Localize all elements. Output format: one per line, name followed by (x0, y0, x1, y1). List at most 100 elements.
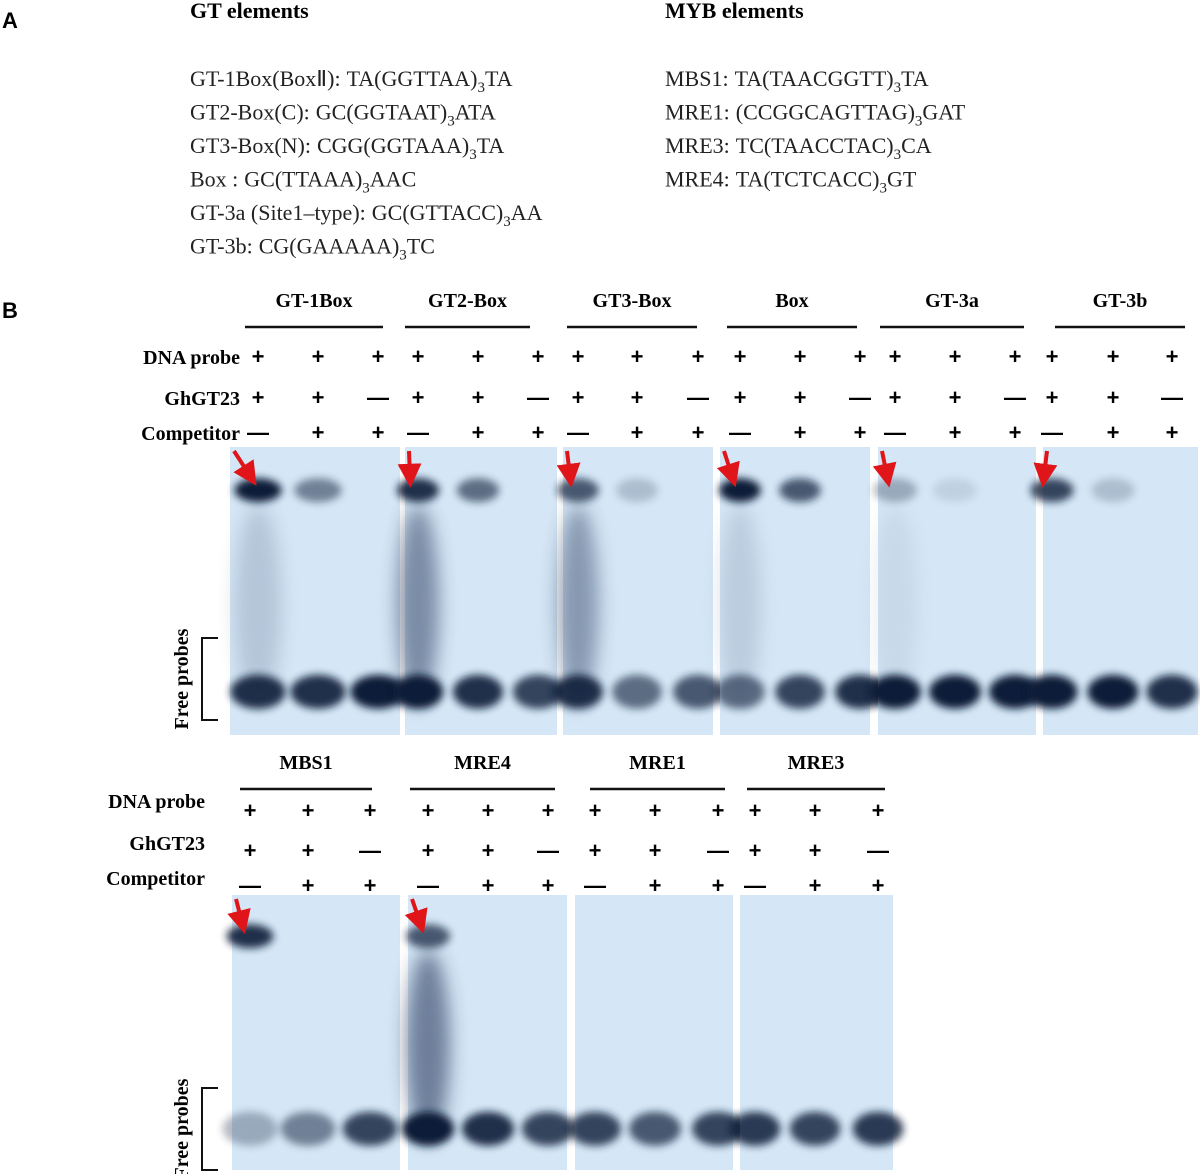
sign: + (572, 385, 585, 410)
smear (405, 950, 451, 1143)
free-band (401, 1111, 455, 1146)
free-band (835, 674, 885, 709)
element-count: 3 (879, 181, 887, 197)
element-tail: GAT (922, 100, 965, 125)
free-band (929, 674, 981, 709)
sign: + (794, 385, 807, 410)
sign: + (889, 344, 902, 369)
element-name: GT-1Box(BoxⅡ): (190, 66, 341, 91)
sign: + (854, 344, 867, 369)
sign: + (712, 873, 725, 898)
row-label: Competitor (106, 868, 205, 890)
element-count: 3 (399, 248, 407, 264)
arrow (397, 450, 422, 488)
sign: + (631, 344, 644, 369)
element-name: MRE1: (665, 100, 730, 125)
element-tail: TA (901, 66, 929, 91)
element-count: 3 (477, 80, 485, 96)
sign: + (809, 798, 822, 823)
sign: + (949, 420, 962, 445)
shift-band (396, 478, 440, 503)
element-motif: TA(TCTCACC) (736, 167, 880, 192)
element-name: MBS1: (665, 66, 729, 91)
arrow (556, 450, 581, 488)
element-line: MRE3: TC(TAACCTAC)3CA (665, 133, 932, 163)
sign: + (1107, 420, 1120, 445)
free-band (290, 674, 346, 709)
free-band (280, 1111, 336, 1146)
shift-band (933, 478, 977, 503)
sign: — (417, 873, 439, 898)
sign: — (707, 838, 729, 863)
element-motif: TA(TAACGGTT) (735, 66, 894, 91)
shift-band (779, 478, 821, 503)
arrow (404, 898, 428, 934)
element-motif: CG(GAAAAA) (259, 234, 400, 259)
element-tail: AA (511, 200, 543, 225)
arrow (232, 449, 257, 486)
sign: + (649, 838, 662, 863)
element-name: GT-3b: (190, 234, 253, 259)
sign: + (794, 344, 807, 369)
sign: + (372, 344, 385, 369)
sign: — (744, 873, 766, 898)
sign: + (244, 798, 257, 823)
element-tail: ATA (455, 100, 496, 125)
shift-band (234, 478, 282, 503)
gel-title: MRE1 (629, 752, 686, 774)
gel-image (230, 447, 406, 735)
sign: + (364, 873, 377, 898)
element-line: MRE1: (CCGGCAGTTAG)3GAT (665, 100, 966, 130)
shift-band (616, 478, 658, 503)
element-motif: GC(TTAAA) (244, 167, 362, 192)
sign: + (312, 385, 325, 410)
free-band (612, 674, 662, 709)
row-label: DNA probe (143, 347, 240, 369)
sign: + (1046, 385, 1059, 410)
free-band (222, 1111, 278, 1146)
sign: + (809, 873, 822, 898)
smear (234, 504, 282, 707)
element-name: Box : (190, 167, 238, 192)
element-motif: (CCGGCAGTTAG) (736, 100, 915, 125)
free-probes-label: Free probes (171, 1078, 193, 1174)
row-label: Competitor (141, 423, 240, 445)
sign: + (692, 344, 705, 369)
element-line: Box : GC(TTAAA)3AAC (190, 167, 416, 197)
smear (557, 504, 599, 707)
sign: + (949, 344, 962, 369)
element-motif: CGG(GGTAAA) (317, 133, 469, 158)
sign: + (372, 420, 385, 445)
sign: — (867, 838, 889, 863)
gel-image (553, 447, 723, 735)
element-tail: AAC (370, 167, 416, 192)
sign: + (692, 420, 705, 445)
free-band (692, 1111, 744, 1146)
element-name: GT3-Box(N): (190, 133, 311, 158)
free-band (1087, 674, 1139, 709)
sign: + (649, 798, 662, 823)
sign: + (472, 420, 485, 445)
sign: + (872, 798, 885, 823)
gel-image (569, 895, 744, 1170)
smear (396, 504, 440, 707)
sign: + (482, 838, 495, 863)
free-band (729, 1111, 781, 1146)
gel-image (1026, 447, 1198, 735)
sign: + (589, 798, 602, 823)
sign: + (542, 873, 555, 898)
sign: + (422, 798, 435, 823)
row-label: GhGT23 (164, 388, 240, 410)
bracket (201, 1087, 218, 1171)
sign: + (302, 798, 315, 823)
element-motif: GC(GTTACC) (372, 200, 503, 225)
arrow (716, 450, 740, 488)
sign: — (567, 420, 589, 445)
sign: + (749, 838, 762, 863)
sign: — (1004, 385, 1026, 410)
sign: — (359, 838, 381, 863)
sign: + (889, 385, 902, 410)
sign: + (312, 344, 325, 369)
element-name: MRE3: (665, 133, 730, 158)
